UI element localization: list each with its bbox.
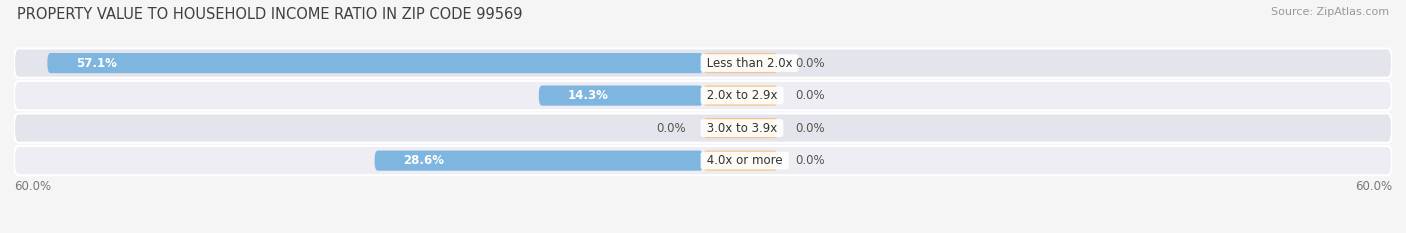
FancyBboxPatch shape	[48, 53, 703, 73]
Text: 3.0x to 3.9x: 3.0x to 3.9x	[703, 122, 780, 135]
Text: 4.0x or more: 4.0x or more	[703, 154, 786, 167]
FancyBboxPatch shape	[14, 146, 1392, 175]
Text: 0.0%: 0.0%	[794, 154, 824, 167]
Text: 14.3%: 14.3%	[568, 89, 609, 102]
Text: 0.0%: 0.0%	[657, 122, 686, 135]
FancyBboxPatch shape	[14, 81, 1392, 110]
FancyBboxPatch shape	[538, 86, 703, 106]
Text: 0.0%: 0.0%	[794, 57, 824, 70]
Text: 0.0%: 0.0%	[794, 122, 824, 135]
Text: PROPERTY VALUE TO HOUSEHOLD INCOME RATIO IN ZIP CODE 99569: PROPERTY VALUE TO HOUSEHOLD INCOME RATIO…	[17, 7, 523, 22]
Text: 28.6%: 28.6%	[404, 154, 444, 167]
Text: 60.0%: 60.0%	[1355, 180, 1392, 193]
FancyBboxPatch shape	[703, 86, 778, 106]
FancyBboxPatch shape	[14, 113, 1392, 143]
Text: Less than 2.0x: Less than 2.0x	[703, 57, 796, 70]
FancyBboxPatch shape	[703, 118, 778, 138]
Text: 60.0%: 60.0%	[14, 180, 51, 193]
FancyBboxPatch shape	[703, 53, 778, 73]
FancyBboxPatch shape	[14, 48, 1392, 78]
Text: 0.0%: 0.0%	[794, 89, 824, 102]
Legend: Without Mortgage, With Mortgage: Without Mortgage, With Mortgage	[578, 230, 828, 233]
Text: Source: ZipAtlas.com: Source: ZipAtlas.com	[1271, 7, 1389, 17]
Text: 57.1%: 57.1%	[76, 57, 117, 70]
FancyBboxPatch shape	[374, 151, 703, 171]
FancyBboxPatch shape	[703, 151, 778, 171]
Text: 2.0x to 2.9x: 2.0x to 2.9x	[703, 89, 782, 102]
